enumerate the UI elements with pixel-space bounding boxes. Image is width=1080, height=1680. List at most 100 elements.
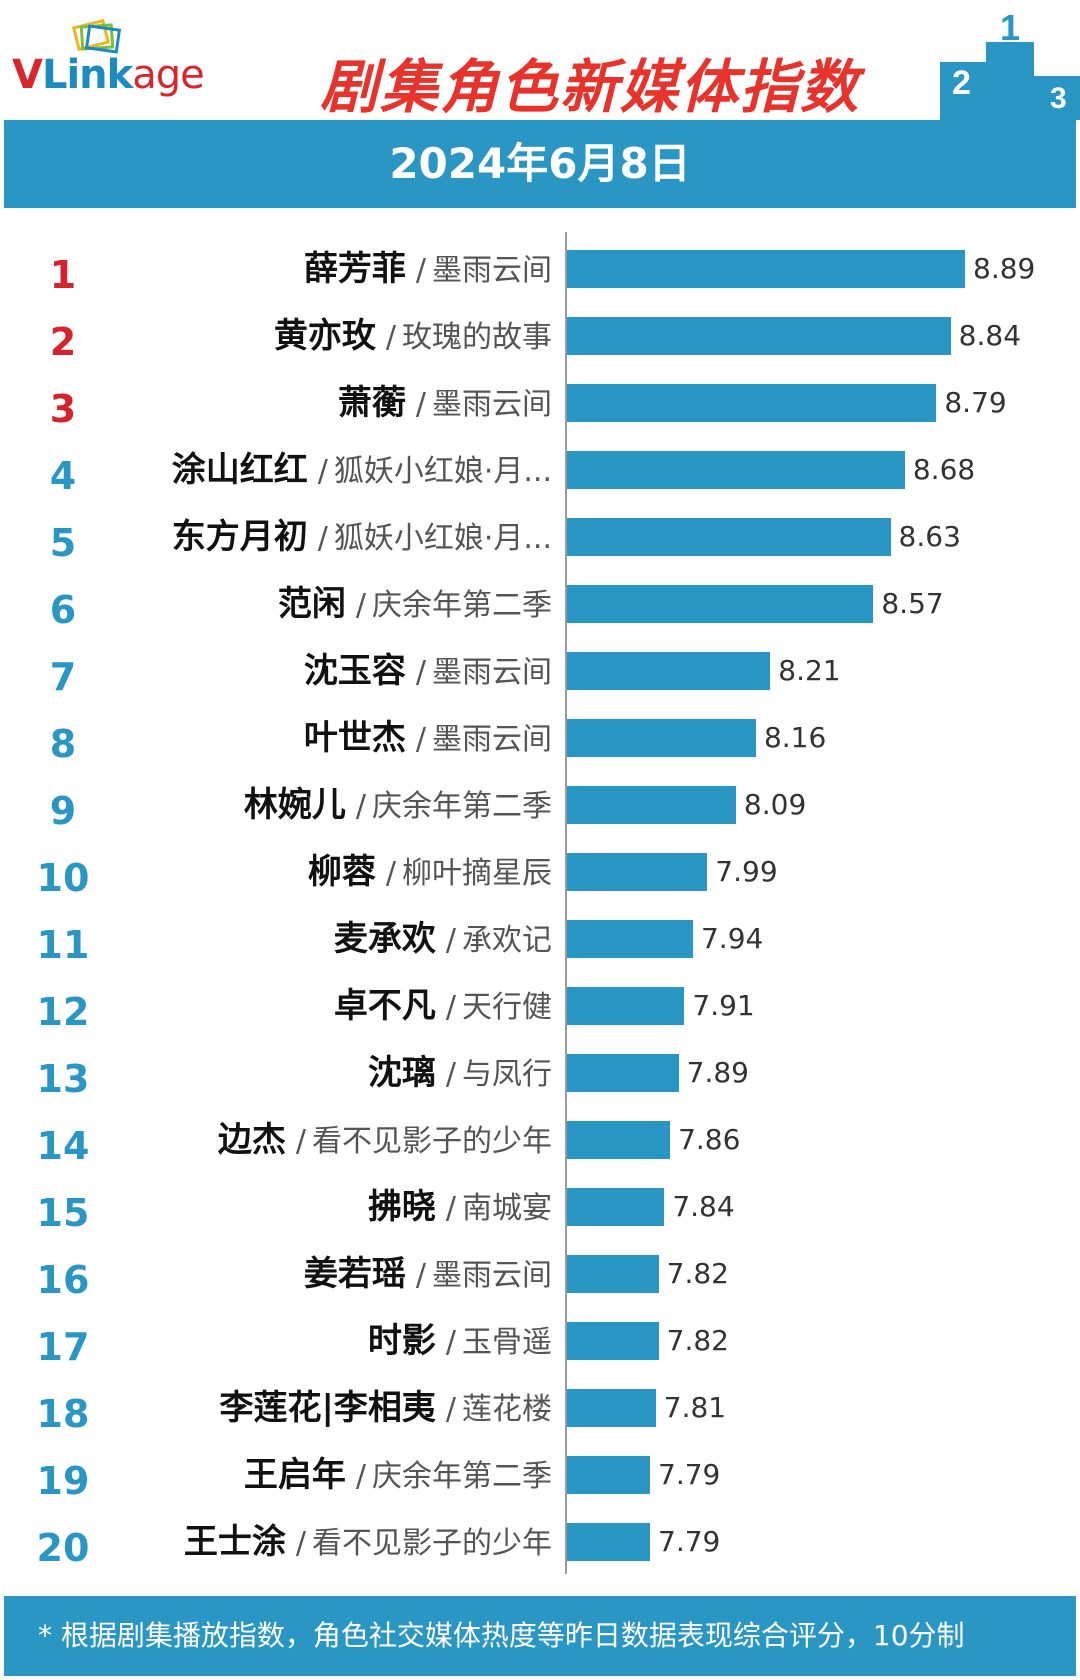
separator: / (295, 1124, 306, 1159)
drama-title: 墨雨云间 (432, 253, 552, 288)
row-label: 王启年 / 庆余年第二季 (120, 1442, 552, 1514)
value-bar (567, 786, 736, 824)
separator: / (415, 722, 426, 757)
character-name: 薛芳菲 (303, 249, 406, 289)
rank-number: 20 (36, 1526, 90, 1570)
value-bar (567, 250, 965, 288)
value-bar (567, 1121, 671, 1159)
drama-title: 墨雨云间 (432, 387, 552, 422)
character-name: 范闲 (277, 584, 346, 624)
value-label: 8.79 (944, 386, 1007, 419)
value-label: 8.84 (958, 319, 1022, 352)
row-label: 王士涂 / 看不见影子的少年 (120, 1509, 552, 1581)
row-label: 时影 / 玉骨遥 (120, 1308, 552, 1380)
row-label: 麦承欢 / 承欢记 (120, 906, 552, 978)
rank-number: 9 (49, 789, 77, 833)
rank-number: 4 (49, 454, 77, 498)
value-label: 7.86 (678, 1123, 741, 1156)
character-name: 边杰 (217, 1120, 286, 1160)
rank-number: 16 (36, 1258, 90, 1302)
character-name: 卓不凡 (333, 986, 436, 1026)
value-label: 7.79 (658, 1458, 721, 1491)
logo: VLinkage (12, 52, 205, 98)
value-label: 8.21 (778, 654, 841, 687)
drama-title: 庆余年第二季 (372, 588, 552, 623)
character-name: 麦承欢 (333, 919, 436, 959)
rank-number: 3 (49, 387, 77, 431)
character-name: 李莲花|李相夷 (219, 1388, 436, 1428)
row-label: 拂晓 / 南城宴 (120, 1174, 552, 1246)
value-label: 8.57 (881, 587, 944, 620)
value-label: 8.16 (763, 721, 827, 754)
chart-axis (565, 232, 567, 1574)
separator: / (317, 521, 328, 556)
value-bar (567, 1523, 651, 1561)
drama-title: 墨雨云间 (432, 655, 552, 690)
separator: / (355, 789, 366, 824)
value-bar (567, 1255, 659, 1293)
drama-title: 与凤行 (462, 1057, 552, 1092)
separator: / (415, 253, 426, 288)
separator: / (355, 588, 366, 623)
rank-number: 10 (36, 856, 90, 900)
podium-label: 3 (1050, 82, 1067, 115)
drama-title: 庆余年第二季 (372, 789, 552, 824)
drama-title: 狐妖小红娘·月... (333, 521, 552, 556)
row-label: 范闲 / 庆余年第二季 (120, 571, 552, 643)
value-bar (567, 652, 771, 690)
separator: / (445, 1392, 456, 1427)
value-label: 7.99 (715, 855, 778, 888)
value-bar (567, 451, 905, 489)
drama-title: 看不见影子的少年 (312, 1124, 552, 1159)
value-label: 7.81 (663, 1391, 727, 1424)
drama-title: 南城宴 (462, 1191, 552, 1226)
rank-number: 11 (36, 923, 90, 967)
drama-title: 墨雨云间 (432, 722, 552, 757)
character-name: 姜若瑶 (303, 1254, 406, 1294)
row-label: 李莲花|李相夷 / 莲花楼 (120, 1375, 552, 1447)
value-bar (567, 1188, 665, 1226)
value-label: 7.94 (700, 922, 764, 955)
separator: / (317, 454, 328, 489)
rank-number: 13 (36, 1057, 90, 1101)
row-label: 柳蓉 / 柳叶摘星辰 (120, 839, 552, 911)
value-bar (567, 719, 756, 757)
character-name: 叶世杰 (303, 718, 406, 758)
value-label: 7.89 (686, 1056, 749, 1089)
date-banner: 2024年6月8日 (4, 120, 1076, 208)
drama-title: 莲花楼 (462, 1392, 552, 1427)
value-bar (567, 920, 693, 958)
character-name: 时影 (367, 1321, 436, 1361)
row-label: 萧蘅 / 墨雨云间 (120, 370, 552, 442)
character-name: 拂晓 (367, 1187, 436, 1227)
podium-label: 2 (952, 64, 971, 102)
value-label: 7.91 (692, 989, 755, 1022)
value-bar (567, 987, 685, 1025)
row-label: 沈玉容 / 墨雨云间 (120, 638, 552, 710)
row-label: 薛芳菲 / 墨雨云间 (120, 236, 552, 308)
row-label: 边杰 / 看不见影子的少年 (120, 1107, 552, 1179)
value-label: 7.79 (658, 1525, 721, 1558)
value-bar (567, 585, 874, 623)
row-label: 林婉儿 / 庆余年第二季 (120, 772, 552, 844)
row-label: 涂山红红 / 狐妖小红娘·月... (120, 437, 552, 509)
character-name: 萧蘅 (337, 383, 406, 423)
character-name: 王士涂 (183, 1522, 286, 1562)
value-bar (567, 384, 937, 422)
character-name: 沈玉容 (303, 651, 406, 691)
drama-title: 天行健 (462, 990, 552, 1025)
rank-number: 19 (36, 1459, 90, 1503)
value-bar (567, 1456, 651, 1494)
row-label: 黄亦玫 / 玫瑰的故事 (120, 303, 552, 375)
rank-number: 2 (49, 320, 77, 364)
row-label: 东方月初 / 狐妖小红娘·月... (120, 504, 552, 576)
character-name: 东方月初 (171, 517, 308, 557)
character-name: 涂山红红 (171, 450, 308, 490)
value-label: 7.82 (666, 1257, 729, 1290)
value-bar (567, 317, 951, 355)
separator: / (415, 387, 426, 422)
row-label: 叶世杰 / 墨雨云间 (120, 705, 552, 777)
drama-title: 承欢记 (462, 923, 552, 958)
podium-label: 1 (1000, 14, 1020, 48)
value-bar (567, 1054, 679, 1092)
